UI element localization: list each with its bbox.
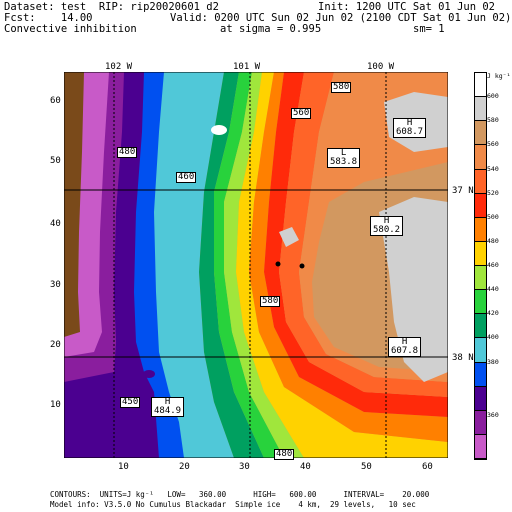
colorbar-level-label: 420: [487, 309, 499, 318]
dot-2: [299, 263, 305, 269]
dot-1: [275, 261, 281, 267]
contour-label-480b: 480: [274, 449, 295, 460]
sigma-level: at sigma = 0.995: [220, 23, 322, 35]
high-marker-4: H 484.9: [151, 397, 185, 417]
colorbar-level-label: 560: [487, 140, 499, 149]
colorbar-level-label: 540: [487, 164, 499, 173]
colorbar-swatch: [475, 169, 486, 194]
y-tick-10: 10: [50, 400, 61, 410]
high-marker-2: H 580.2: [370, 216, 404, 236]
colorbar-level-label: 600: [487, 92, 499, 101]
dataset-label: Dataset: test RIP: rip20020601 d2: [4, 1, 219, 13]
band-red: [264, 72, 448, 417]
y-tick-40: 40: [50, 219, 61, 229]
colorbar-swatch: [475, 193, 486, 218]
cin-map: [64, 72, 448, 458]
colorbar-swatch: [475, 73, 486, 98]
lat-tick-37: 37 N: [452, 186, 474, 196]
blob-white: [211, 125, 227, 135]
colorbar-swatch: [475, 386, 486, 411]
footer-contours: CONTOURS: UNITS=J kg⁻¹ LOW= 360.00 HIGH=…: [50, 490, 430, 499]
lat-tick-38: 38 N: [452, 353, 474, 363]
blob-lightred: [143, 370, 155, 378]
x-tick-30: 30: [239, 462, 250, 472]
high-marker-1: H 608.7: [393, 118, 427, 138]
colorbar-swatch: [475, 434, 486, 459]
colorbar-swatch: [475, 266, 486, 291]
band-brown: [64, 72, 84, 337]
colorbar-level-label: 460: [487, 261, 499, 269]
x-tick-20: 20: [179, 462, 190, 472]
lon-tick-101: 101 W: [233, 62, 261, 72]
region-gray-small: [279, 227, 299, 247]
colorbar-swatch: [475, 121, 486, 146]
x-tick-10: 10: [118, 462, 129, 472]
colorbar-swatch: [475, 338, 486, 363]
high-marker-3: H 607.8: [388, 337, 422, 357]
lon-tick-102: 102 W: [105, 62, 133, 72]
colorbar-level-label: 480: [487, 236, 499, 245]
colorbar-level-label: 580: [487, 116, 499, 125]
colorbar-level-label: 520: [487, 188, 499, 197]
colorbar-level-label: 500: [487, 212, 499, 221]
colorbar-swatch: [475, 410, 486, 435]
colorbar-swatch: [475, 97, 486, 122]
band-green: [214, 72, 284, 458]
contour-label-580b: 580: [260, 296, 281, 307]
x-tick-40: 40: [300, 462, 311, 472]
field-name: Convective inhibition: [4, 23, 137, 35]
x-tick-50: 50: [361, 462, 372, 472]
colorbar-swatch: [475, 314, 486, 339]
band-lightgreen: [224, 72, 304, 458]
x-tick-60: 60: [422, 462, 433, 472]
y-tick-30: 30: [50, 280, 61, 290]
region-gray-east: [379, 197, 448, 382]
band-orange: [249, 72, 448, 442]
contour-label-560: 560: [291, 108, 312, 119]
init-time: Init: 1200 UTC Sat 01 Jun 02: [318, 1, 496, 13]
colorbar-level-label: 380: [487, 357, 499, 366]
lon-tick-100: 100 W: [367, 62, 395, 72]
y-tick-50: 50: [50, 156, 61, 166]
colorbar-unit: J kg⁻¹: [487, 72, 511, 80]
contour-label-580: 580: [331, 82, 352, 93]
band-teal: [199, 72, 264, 458]
forecast-hour: Fcst: 14.00: [4, 12, 93, 24]
smoothing: sm= 1: [413, 23, 445, 35]
colorbar: [474, 72, 487, 460]
colorbar-swatch: [475, 362, 486, 387]
low-marker-1: L 583.8: [327, 148, 361, 168]
contour-label-460: 460: [176, 172, 197, 183]
footer-model-info: Model info: V3.5.0 No Cumulus Blackadar …: [50, 500, 416, 509]
y-tick-20: 20: [50, 340, 61, 350]
colorbar-level-label: 360: [487, 410, 499, 419]
colorbar-swatch: [475, 145, 486, 170]
contour-label-450: 450: [120, 397, 141, 408]
colorbar-level-label: 400: [487, 333, 499, 342]
colorbar-swatch: [475, 290, 486, 315]
band-yellow: [236, 72, 448, 458]
contour-label-480a: 480: [117, 147, 138, 158]
valid-time: Valid: 0200 UTC Sun 02 Jun 02 (2100 CDT …: [170, 12, 512, 24]
colorbar-level-label: 440: [487, 285, 499, 294]
colorbar-swatch: [475, 217, 486, 242]
colorbar-swatch: [475, 241, 486, 266]
y-tick-60: 60: [50, 96, 61, 106]
